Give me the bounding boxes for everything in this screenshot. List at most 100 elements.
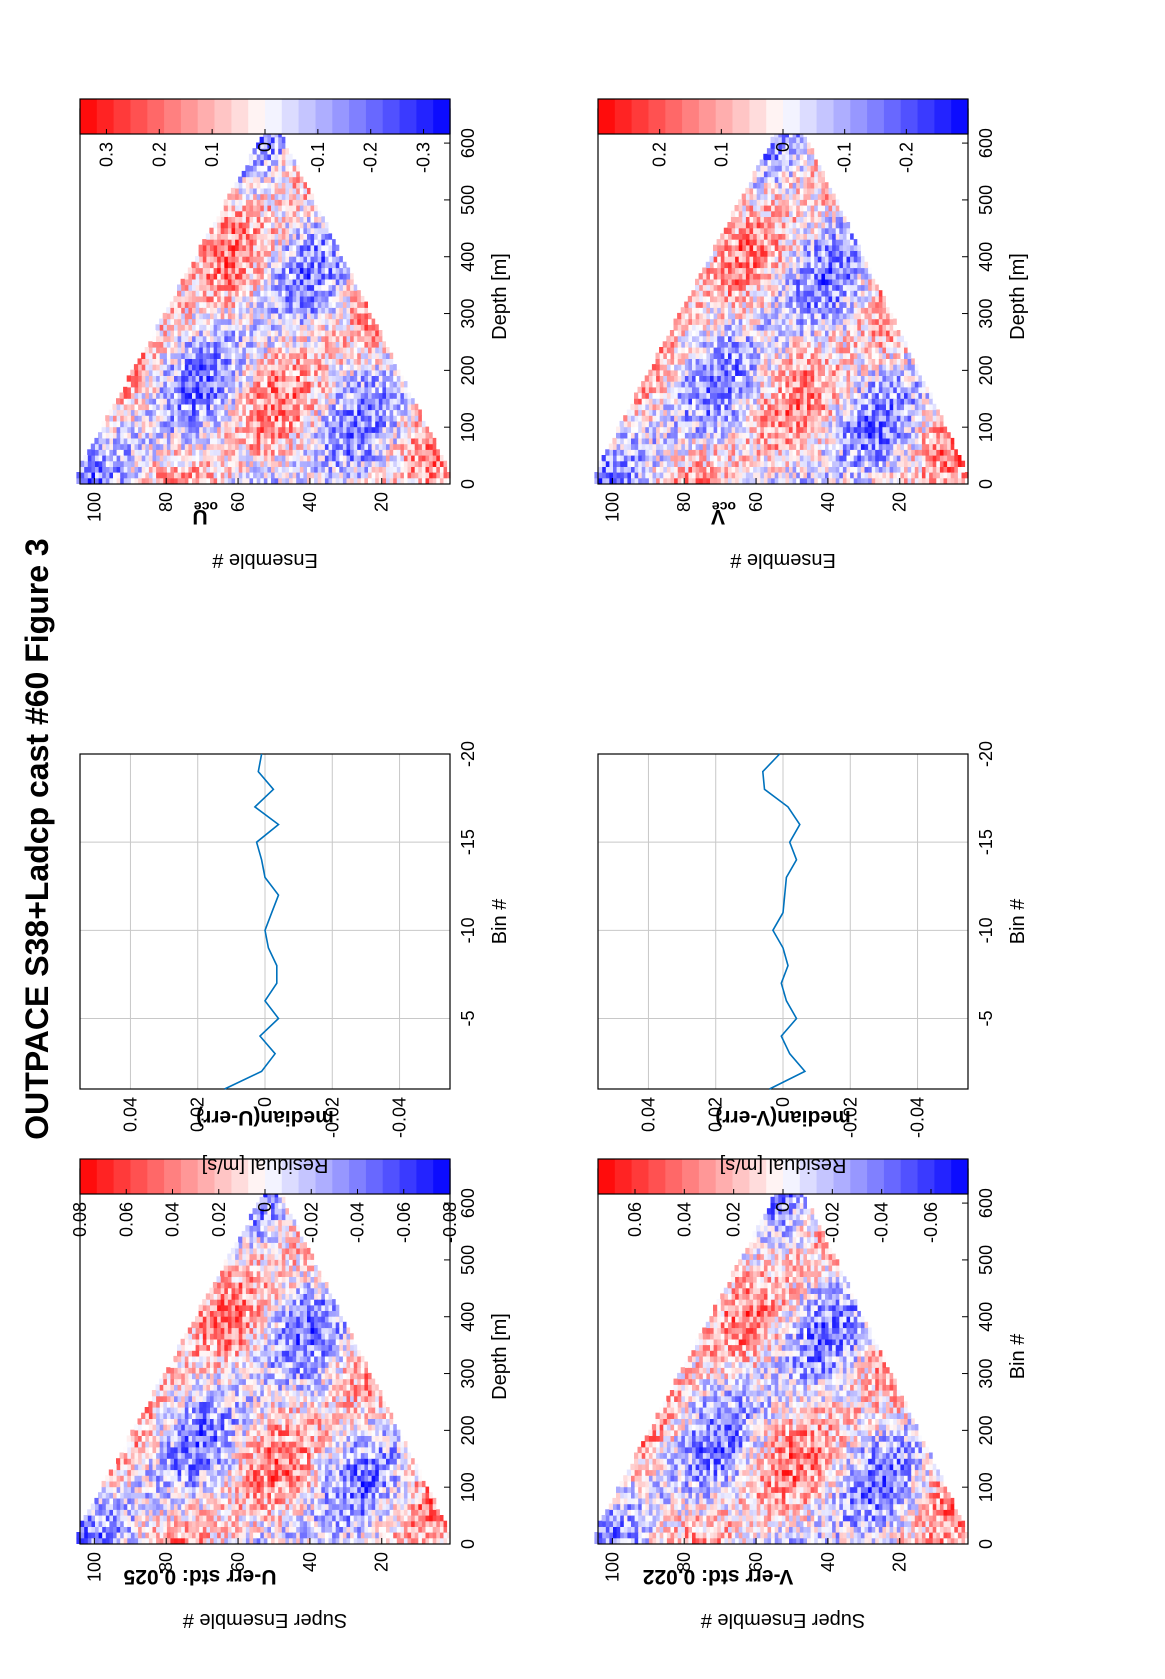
heatmap-cell — [331, 1503, 336, 1510]
heatmap-cell — [342, 1424, 347, 1431]
heatmap-cell — [256, 1384, 261, 1391]
heatmap-cell — [849, 1406, 854, 1414]
heatmap-cell — [187, 1333, 193, 1340]
heatmap-cell — [317, 1287, 322, 1294]
heatmap-cell — [241, 1424, 246, 1431]
heatmap-cell — [806, 1310, 811, 1317]
heatmap-cell — [220, 1486, 225, 1493]
heatmap-cell — [313, 1344, 318, 1351]
heatmap-cell — [820, 1344, 825, 1351]
heatmap-cell — [248, 1395, 254, 1402]
heatmap-cell — [849, 1293, 854, 1300]
heatmap-cell — [424, 1509, 430, 1516]
heatmap-cell — [921, 1469, 926, 1476]
heatmap-cell — [309, 1526, 315, 1533]
heatmap-cell — [863, 1367, 869, 1374]
heatmap-cell — [385, 1424, 390, 1431]
heatmap-cell — [137, 1486, 142, 1493]
heatmap-cell — [892, 1480, 897, 1488]
heatmap-cell — [284, 1515, 289, 1522]
heatmap-cell — [234, 1406, 239, 1414]
heatmap-cell — [324, 1497, 329, 1505]
heatmap-cell — [245, 1344, 250, 1351]
heatmap-cell — [827, 1247, 833, 1255]
heatmap-cell — [169, 1480, 175, 1488]
heatmap-cell — [173, 1452, 178, 1459]
heatmap-cell — [867, 1418, 872, 1425]
heatmap-cell — [302, 1310, 307, 1317]
heatmap-cell — [313, 1389, 318, 1397]
heatmap-cell — [227, 1401, 232, 1408]
heatmap-cell — [180, 1367, 185, 1374]
heatmap-cell — [94, 1532, 99, 1539]
heatmap-cell — [209, 1492, 214, 1499]
heatmap-cell — [245, 1475, 250, 1482]
heatmap-cell — [284, 1236, 289, 1243]
heatmap-cell — [820, 1384, 825, 1391]
heatmap-cell — [187, 1372, 193, 1380]
heatmap-cell — [191, 1327, 196, 1334]
heatmap-cell — [338, 1355, 343, 1363]
heatmap-cell — [338, 1321, 343, 1329]
heatmap-cell — [288, 1310, 293, 1317]
heatmap-cell — [392, 1492, 397, 1499]
heatmap-cell — [80, 1526, 85, 1533]
heatmap-cell — [345, 1355, 351, 1363]
heatmap-cell — [292, 1378, 297, 1385]
heatmap-cell — [292, 1247, 297, 1255]
heatmap-cell — [252, 1287, 257, 1294]
heatmap-cell — [324, 1344, 329, 1351]
heatmap-cell — [299, 1486, 304, 1493]
heatmap-cell — [133, 1458, 139, 1465]
heatmap-cell — [238, 1276, 243, 1283]
heatmap-cell — [116, 1515, 121, 1522]
heatmap-cell — [259, 1276, 264, 1283]
heatmap-cell — [259, 1486, 264, 1493]
heatmap-cell — [230, 1418, 236, 1425]
heatmap-cell — [810, 1503, 815, 1510]
heatmap-cell — [126, 1435, 131, 1442]
depth-axis-label: Depth [m] — [489, 1313, 511, 1400]
heatmap-cell — [849, 1299, 854, 1306]
heatmap-cell — [324, 1310, 329, 1317]
heatmap-cell — [435, 1526, 440, 1533]
heatmap-cell — [320, 1395, 325, 1402]
heatmap-cell — [227, 1475, 232, 1482]
heatmap-cell — [263, 1486, 268, 1493]
heatmap-cell — [874, 1480, 879, 1488]
heatmap-cell — [144, 1452, 149, 1459]
heatmap-cell — [881, 1537, 886, 1544]
heatmap-cell — [406, 1532, 412, 1539]
heatmap-cell — [838, 1276, 843, 1283]
heatmap-cell — [277, 1208, 282, 1215]
heatmap-cell — [324, 1452, 329, 1459]
heatmap-cell — [849, 1424, 854, 1431]
heatmap-cell — [223, 1418, 228, 1425]
heatmap-cell — [317, 1338, 322, 1346]
colorbar-tick-label: 0.06 — [116, 1202, 136, 1237]
heatmap-cell — [378, 1406, 383, 1414]
heatmap-cell — [256, 1219, 261, 1226]
heatmap-cell — [381, 1435, 386, 1442]
heatmap-cell — [860, 1515, 865, 1522]
heatmap-cell — [802, 1412, 807, 1419]
heatmap-cell — [281, 1424, 286, 1431]
heatmap-cell — [148, 1435, 153, 1442]
heatmap-cell — [802, 1429, 807, 1436]
heatmap-cell — [292, 1389, 297, 1397]
heatmap-cell — [806, 1537, 811, 1544]
heatmap-cell — [288, 1469, 293, 1476]
heatmap-cell — [241, 1418, 246, 1425]
heatmap-cell — [878, 1384, 883, 1391]
heatmap-cell — [173, 1418, 178, 1425]
heatmap-cell — [313, 1429, 318, 1436]
heatmap-cell — [281, 1509, 286, 1516]
heatmap-cell — [899, 1469, 904, 1476]
heatmap-cell — [245, 1401, 250, 1408]
heatmap-cell — [245, 1458, 250, 1465]
heatmap-cell — [860, 1526, 865, 1533]
heatmap-cell — [345, 1532, 351, 1539]
heatmap-cell — [317, 1486, 322, 1493]
heatmap-cell — [155, 1412, 160, 1419]
heatmap-cell — [853, 1497, 858, 1505]
